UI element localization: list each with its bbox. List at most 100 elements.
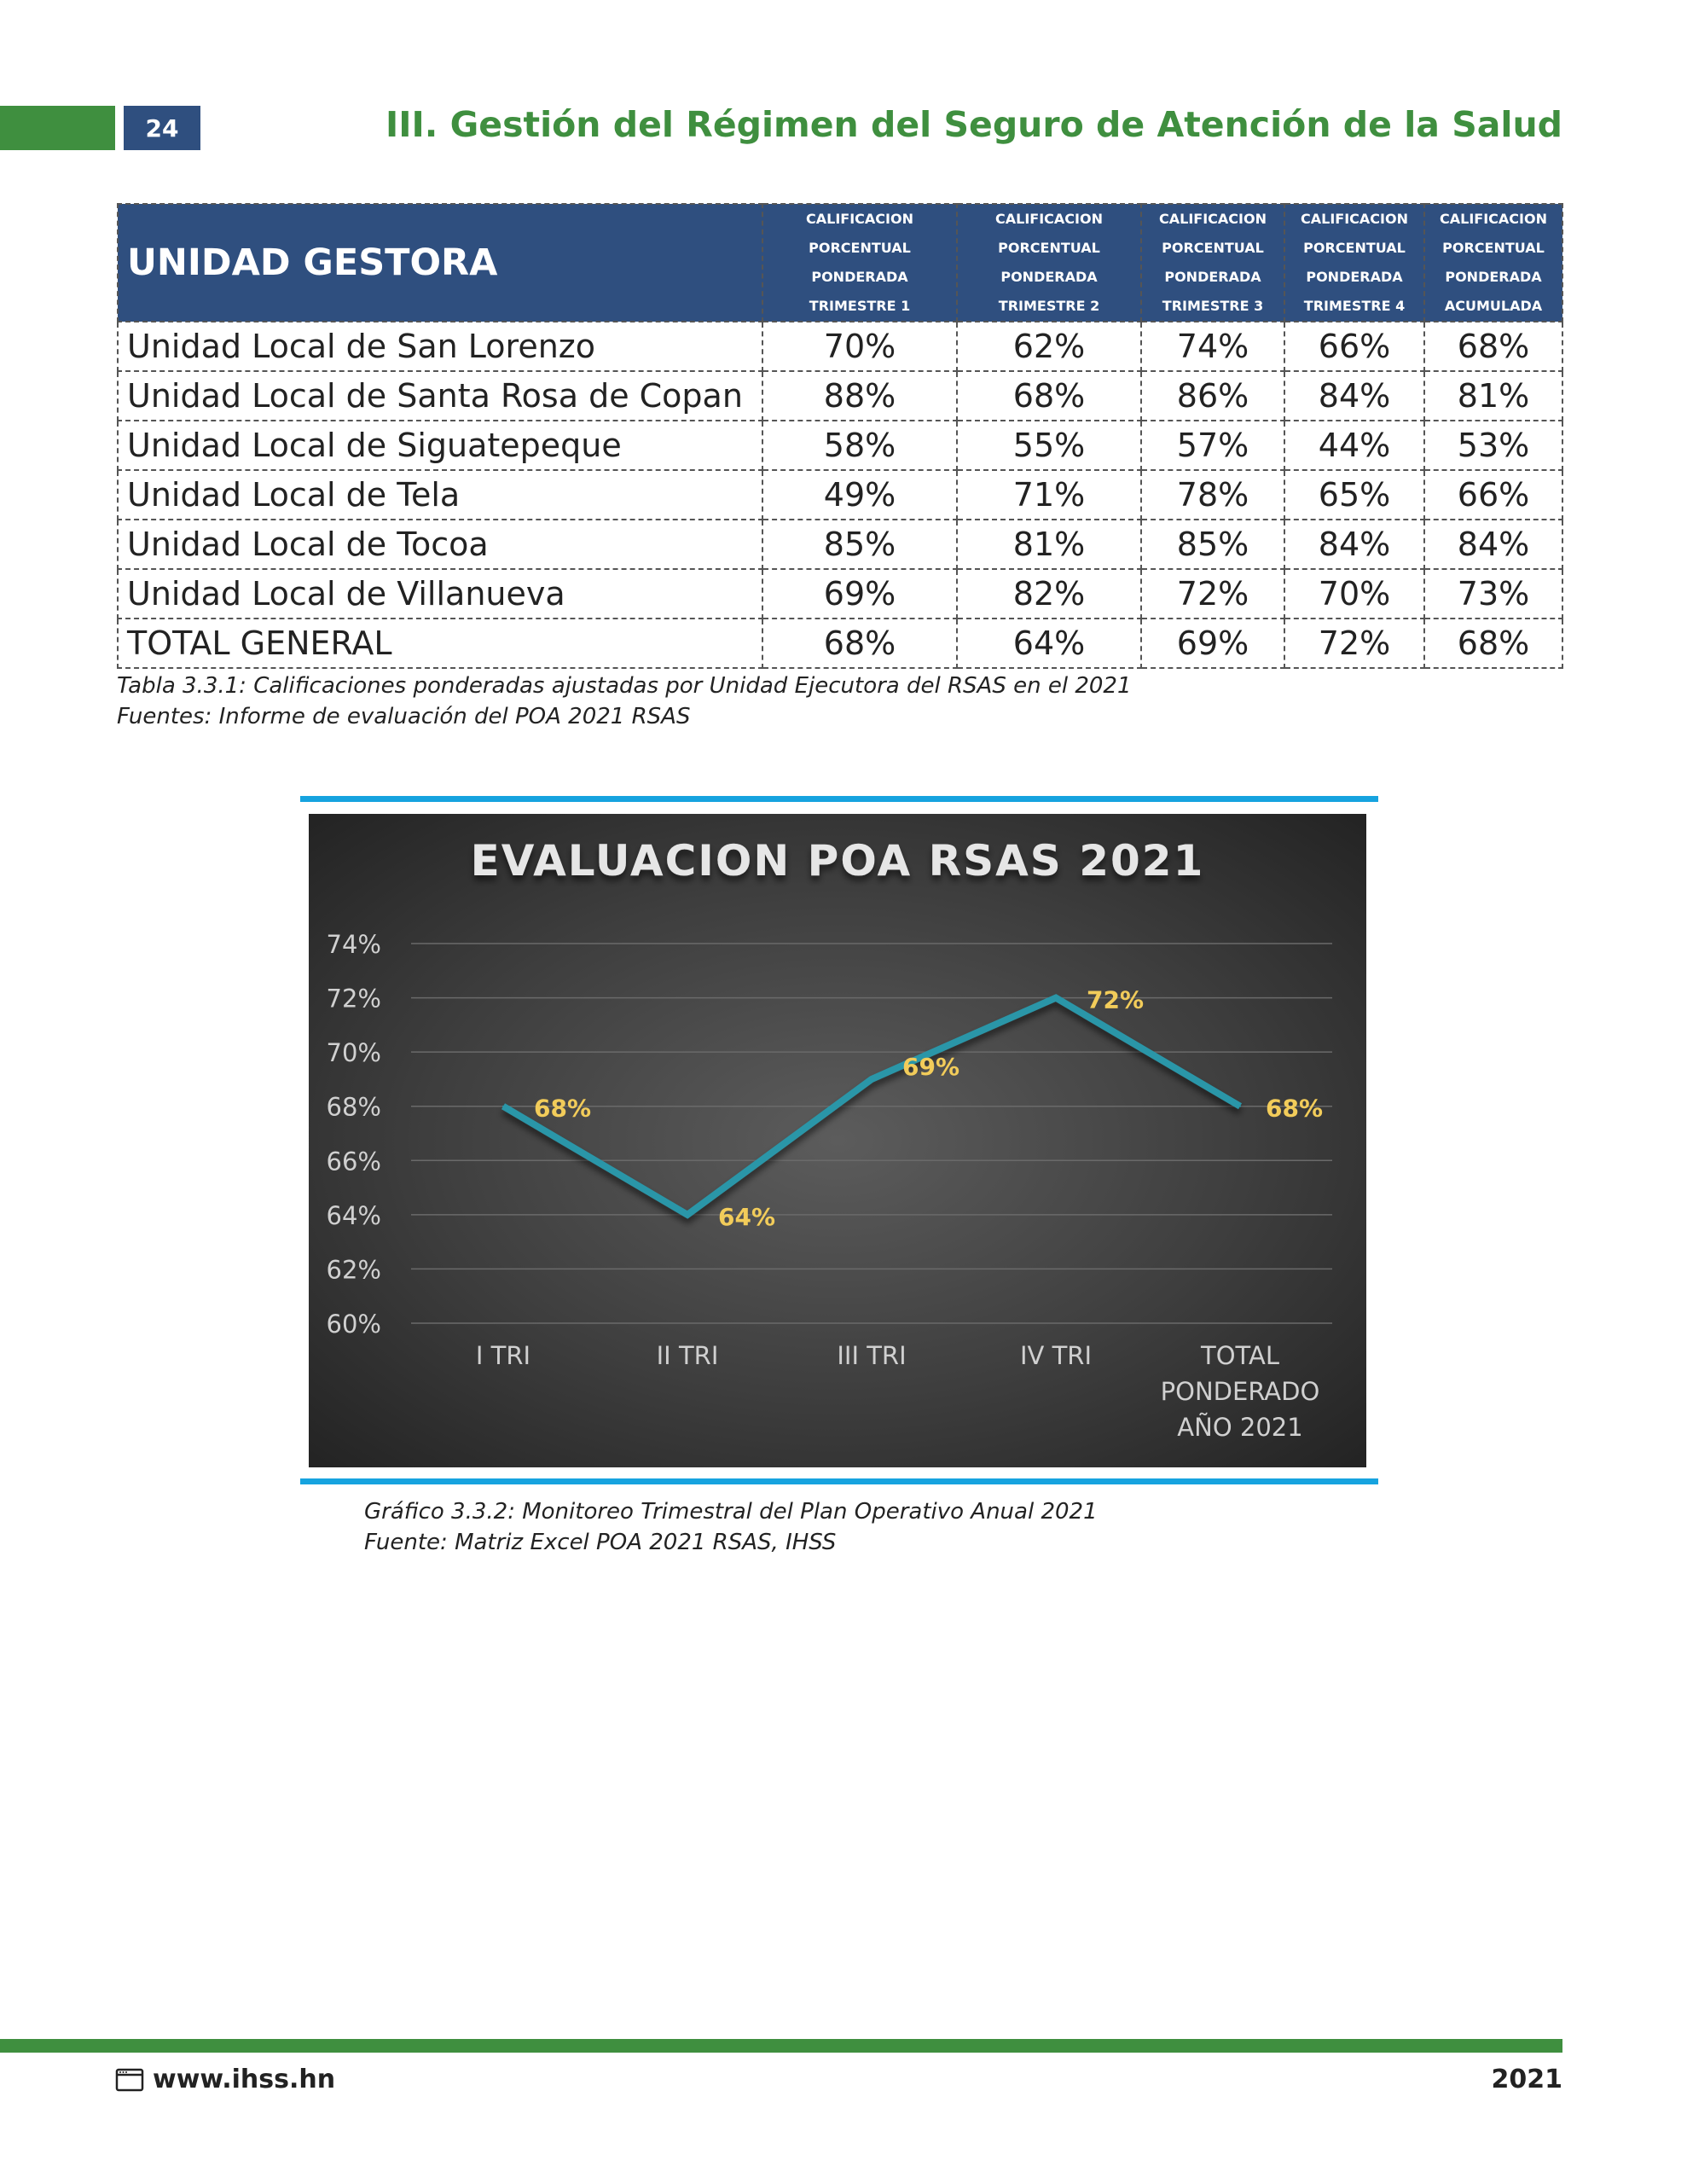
value-cell: 69% [1140,618,1285,669]
value-cell: 78% [1140,469,1285,520]
y-tick-label: 72% [327,985,381,1014]
y-tick-label: 74% [327,930,381,959]
value-cell: 64% [956,618,1142,669]
table-row: Unidad Local de Villanueva 69% 82% 72% 7… [117,568,1563,619]
data-point [1239,1105,1241,1107]
value-cell: 68% [1423,618,1563,669]
value-cell: 72% [1284,618,1425,669]
data-label: 68% [534,1095,591,1123]
y-tick-label: 68% [327,1093,381,1122]
value-cell: 74% [1140,321,1285,372]
unit-name-cell: Unidad Local de Tocoa [117,519,763,570]
chart-svg: EVALUACION POA RSAS 2021 60% 62% 64% 66% 68%… [327,836,1332,1442]
value-cell: 85% [762,519,958,570]
y-tick-label: 60% [327,1310,381,1339]
value-cell: 72% [1140,568,1285,619]
grades-table: UNIDAD GESTORA CALIFICACION PORCENTUAL PON… [117,203,1563,669]
table-row: Unidad Local de Tela 49% 71% 78% 65% 66% [117,469,1563,520]
value-cell: 57% [1140,420,1285,471]
data-point [871,1077,872,1080]
x-tick-label: I TRI [476,1341,530,1370]
chart-series [501,994,1243,1219]
value-cell: 62% [956,321,1142,372]
unit-name-cell: Unidad Local de San Lorenzo [117,321,763,372]
table-row: Unidad Local de Santa Rosa de Copan 88% … [117,370,1563,421]
value-cell: 84% [1284,519,1425,570]
value-cell: 68% [762,618,958,669]
x-tick-label: II TRI [657,1341,719,1370]
column-header-trimestre-3: CALIFICACION PORCENTUAL PONDERADA TRIMESTRE… [1140,203,1285,322]
chart-caption-title: Gráfico 3.3.2: Monitoreo Trimestral del … [364,1499,1098,1525]
data-point [687,1213,688,1216]
value-cell: 49% [762,469,958,520]
table-row: Unidad Local de Siguatepeque 58% 55% 57%… [117,420,1563,471]
value-cell: 88% [762,370,958,421]
unit-name-cell: Unidad Local de Siguatepeque [117,420,763,471]
value-cell: 58% [762,420,958,471]
data-point [502,1105,504,1107]
footer-green-bar [0,2039,1562,2053]
column-header-trimestre-1: CALIFICACION PORCENTUAL PONDERADA TRIMESTRE… [762,203,958,322]
value-cell: 81% [1423,370,1563,421]
value-cell: 53% [1423,420,1563,471]
column-header-trimestre-4: CALIFICACION PORCENTUAL PONDERADA TRIMESTRE… [1284,203,1425,322]
section-title: III. Gestión del Régimen del Seguro de A… [386,104,1562,145]
value-cell: 84% [1423,519,1563,570]
chart-bottom-rule [300,1478,1378,1484]
unit-name-cell: TOTAL GENERAL [117,618,763,669]
column-header-trimestre-2: CALIFICACION PORCENTUAL PONDERADA TRIMESTRE… [956,203,1142,322]
data-label: 69% [902,1053,959,1081]
value-cell: 68% [956,370,1142,421]
table-header-row: UNIDAD GESTORA CALIFICACION PORCENTUAL PON… [117,203,1563,322]
chart-x-axis: I TRI II TRI III TRI IV TRI TOTAL PONDERADO AÑ… [476,1341,1319,1442]
value-cell: 81% [956,519,1142,570]
chart-data-labels: 68% 64% 69% 72% 68% [534,986,1323,1231]
chart-caption: Gráfico 3.3.2: Monitoreo Trimestral del … [364,1496,1098,1558]
unit-name-cell: Unidad Local de Villanueva [117,568,763,619]
value-cell: 65% [1284,469,1425,520]
chart-title: EVALUACION POA RSAS 2021 [471,836,1205,886]
browser-window-icon [115,2068,144,2091]
table-row: Unidad Local de Tocoa 85% 81% 85% 84% 84… [117,519,1563,570]
x-tick-label: TOTAL PONDERADO AÑO 2021 [1161,1341,1320,1442]
data-point [1055,996,1057,999]
value-cell: 70% [762,321,958,372]
unit-column-header: UNIDAD GESTORA [117,203,763,322]
value-cell: 86% [1140,370,1285,421]
chart-caption-source: Fuente: Matriz Excel POA 2021 RSAS, IHSS [364,1530,837,1555]
data-label: 64% [718,1203,775,1231]
value-cell: 85% [1140,519,1285,570]
value-cell: 68% [1423,321,1563,372]
table-caption: Tabla 3.3.1: Calificaciones ponderadas a… [117,671,1132,732]
y-tick-label: 66% [327,1147,381,1176]
value-cell: 73% [1423,568,1563,619]
footer-website[interactable]: www.ihss.hn [115,2065,335,2094]
table-caption-source: Fuentes: Informe de evaluación del POA 2… [117,704,691,729]
x-tick-label: IV TRI [1020,1341,1092,1370]
chart-gridlines [411,943,1332,1324]
unit-name-cell: Unidad Local de Tela [117,469,763,520]
table-total-row: TOTAL GENERAL 68% 64% 69% 72% 68% [117,618,1563,669]
y-tick-label: 62% [327,1255,381,1284]
x-tick-label: III TRI [837,1341,906,1370]
value-cell: 55% [956,420,1142,471]
header-green-tab [0,106,115,150]
value-cell: 69% [762,568,958,619]
unit-name-cell: Unidad Local de Santa Rosa de Copan [117,370,763,421]
line-chart: EVALUACION POA RSAS 2021 60% 62% 64% 66% 68%… [309,814,1366,1467]
column-header-acumulada: CALIFICACION PORCENTUAL PONDERADA ACUMULADA [1423,203,1563,322]
value-cell: 66% [1423,469,1563,520]
value-cell: 82% [956,568,1142,619]
data-label: 72% [1087,986,1144,1014]
page-number: 24 [124,106,200,150]
value-cell: 70% [1284,568,1425,619]
table-caption-title: Tabla 3.3.1: Calificaciones ponderadas a… [117,673,1132,699]
value-cell: 44% [1284,420,1425,471]
value-cell: 66% [1284,321,1425,372]
chart-top-rule [300,796,1378,802]
data-label: 68% [1266,1095,1323,1123]
footer-url-text[interactable]: www.ihss.hn [153,2065,336,2094]
footer-year: 2021 [1491,2065,1563,2094]
value-cell: 84% [1284,370,1425,421]
y-tick-label: 70% [327,1038,381,1067]
